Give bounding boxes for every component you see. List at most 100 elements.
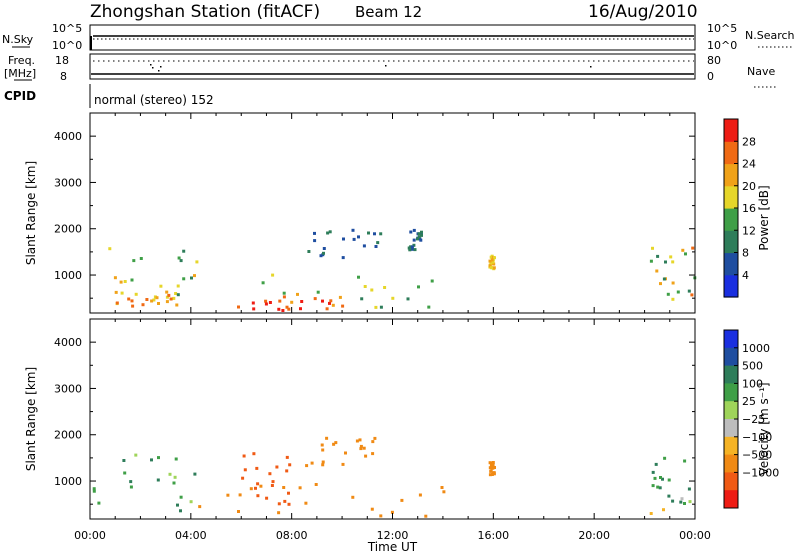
echo-cell [412,238,416,242]
echo-cell [489,262,493,266]
echo-cell [172,296,176,300]
echo-cell [129,485,133,489]
colorbar-tick-label: 16 [742,202,756,215]
echo-cell [167,293,171,297]
velocity-range-time-plot: 00:00 04:00 08:00 12:00 16:00 20:00 00:00 Time … [24,318,779,554]
echo-cell [275,465,279,469]
x-axis-title: Time UT [367,540,418,554]
echo-cell [427,305,431,309]
echo-cell [174,457,178,461]
echo-cell [182,277,186,281]
colorbar-segment [724,365,738,384]
echo-cell [659,476,662,479]
echo-cell [243,468,247,472]
echo-cell [363,285,367,288]
echo-cell [316,290,320,294]
colorbar-segment [724,436,738,456]
freq-bottom-tick: 8 [60,70,67,83]
echo-cell [254,486,257,490]
echo-cell [655,269,659,273]
echo-cell [669,255,673,259]
echo-cell [488,466,492,470]
echo-cell [357,275,360,279]
echo-cell [193,472,197,476]
echo-cell [370,288,374,292]
echo-cell [424,514,428,518]
echo-cell [271,480,275,484]
echo-cell [165,295,169,299]
echo-cell [491,466,495,470]
echo-cell [155,296,159,300]
echo-cell [351,228,355,232]
echo-cell [282,295,286,299]
echo-cell [237,510,240,513]
colorbar-tick-label: 4 [742,269,749,282]
echo-cell [649,259,653,263]
y-tick-label: 2000 [54,223,82,236]
plot-frame [89,112,696,314]
nsearch-bottom-tick: 10^0 [707,39,737,52]
echo-cell [288,463,292,467]
echo-cell [189,500,193,504]
echo-cell [490,461,493,465]
colorbar-tick-label: 500 [742,360,763,373]
echo-cell [157,456,160,460]
freq-dot [160,66,162,68]
echo-cell [683,459,687,463]
echo-cell [114,290,118,294]
echo-cell [304,501,308,505]
freq-top-tick: 18 [55,54,69,67]
echo-cell [168,472,172,476]
echo-cell [285,469,289,473]
echo-cell [489,266,493,270]
echo-cell [367,231,370,235]
echo-cell [177,256,181,260]
echo-cell [123,471,127,475]
echo-cell [190,276,193,280]
echo-cell [406,297,410,301]
echo-cell [300,300,304,303]
echo-cell [331,303,335,307]
echo-cell [413,248,417,252]
colorbar-segment [724,330,738,349]
y-tick-label: 1000 [54,475,82,488]
x-tick-label: 16:00 [477,529,509,542]
echo-cell [355,439,359,443]
echo-cell [391,296,395,300]
x-tick-label: 00:00 [74,529,106,542]
freq-dot [150,64,152,66]
colorbar-segment [724,208,738,231]
echo-cell [656,254,660,258]
echo-cell [157,302,160,305]
echo-cell [287,307,291,311]
echo-cell [313,297,317,301]
colorbar-tick-label: −1000 [742,466,779,479]
colorbar-title: Power [dB] [757,185,771,250]
echo-cell [442,490,446,494]
echo-cell [651,470,655,474]
echo-cell [409,245,413,249]
echo-cell [176,503,179,507]
echo-cell [271,273,275,277]
echo-cell [664,260,667,264]
echo-cell [165,290,169,294]
echo-cell [134,292,138,296]
colorbar-tick-label: 1000 [742,342,770,355]
echo-cell [376,241,380,245]
colorbar-segment [724,383,738,402]
echo-cell [249,487,253,491]
echo-cell [371,440,375,444]
echo-cell [261,281,265,285]
echo-cell [334,441,338,445]
nsky-top-tick: 10^5 [52,22,82,35]
echo-cell [359,447,363,451]
echo-cell [373,232,376,236]
echo-cell [242,454,246,458]
echo-cell [676,290,680,294]
echo-cell [488,264,492,268]
echo-cell [130,278,134,282]
echo-cell [489,469,493,473]
echo-cell [326,231,330,235]
colorbar-segment [724,472,738,491]
echo-cell [383,286,387,289]
